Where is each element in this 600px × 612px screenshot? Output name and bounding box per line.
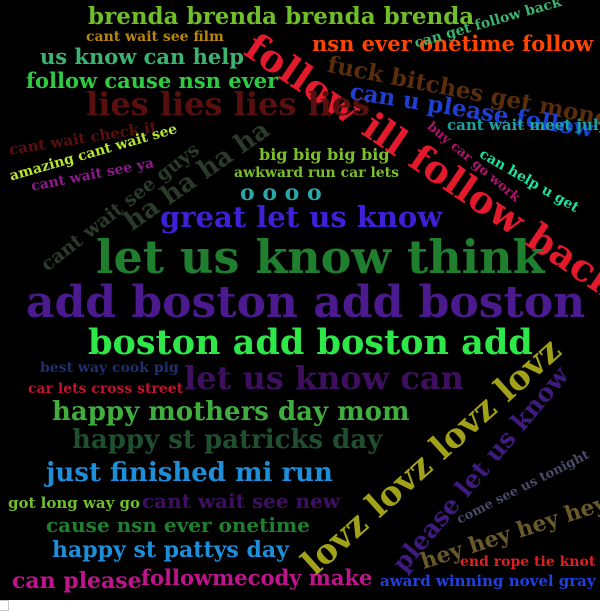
- word-best-way-cook-pig: best way cook pig: [40, 360, 179, 376]
- word-cant-wait-see-new: cant wait see new: [142, 489, 341, 513]
- word-boston-add-boston-add: boston add boston add: [88, 322, 533, 363]
- word-great-let-us-know: great let us know: [160, 200, 443, 234]
- word-happy-st-patricks-day: happy st patricks day: [72, 425, 383, 455]
- word-brenda: brenda brenda brenda brenda: [88, 3, 475, 30]
- word-cant-wait-meet-july: cant wait meet july: [447, 116, 600, 134]
- word-award-winning-novel-gray: award winning novel gray: [380, 572, 596, 590]
- word-followmecody-make: followmecody make: [141, 565, 373, 590]
- word-can-please: can please: [12, 568, 142, 594]
- word-happy-st-pattys-day: happy st pattys day: [52, 537, 289, 563]
- word-car-lets-cross-street: car lets cross street: [28, 381, 184, 397]
- word-let-us-know-think: let us know think: [96, 230, 545, 284]
- word-us-know-can-help: us know can help: [40, 44, 244, 69]
- word-just-finished-mi-run: just finished mi run: [46, 458, 333, 488]
- word-follow-cause-nsn-ever: follow cause nsn ever: [26, 68, 279, 93]
- corner-mark: [0, 600, 9, 611]
- word-lies: lies lies lies lies: [86, 85, 371, 123]
- word-let-us-know-can: let us know can: [184, 359, 464, 397]
- word-add-boston-add-boston: add boston add boston: [26, 277, 586, 328]
- word-got-long-way-go: got long way go: [8, 494, 141, 512]
- word-happy-mothers-day-mom: happy mothers day mom: [52, 397, 410, 427]
- word-cant-wait-see-film: cant wait see film: [86, 29, 224, 45]
- word-awkward-run-car-lets: awkward run car lets: [234, 165, 400, 181]
- word-big-big-big-big: big big big big: [259, 145, 390, 164]
- word-cause-nsn-ever-onetime: cause nsn ever onetime: [46, 513, 310, 537]
- word-end-rope-tie-knot: end rope tie knot: [460, 554, 596, 570]
- word-nsn-ever-onetime-follow: nsn ever onetime follow: [312, 31, 594, 56]
- word-o-o-o-o: o o o o: [240, 180, 322, 206]
